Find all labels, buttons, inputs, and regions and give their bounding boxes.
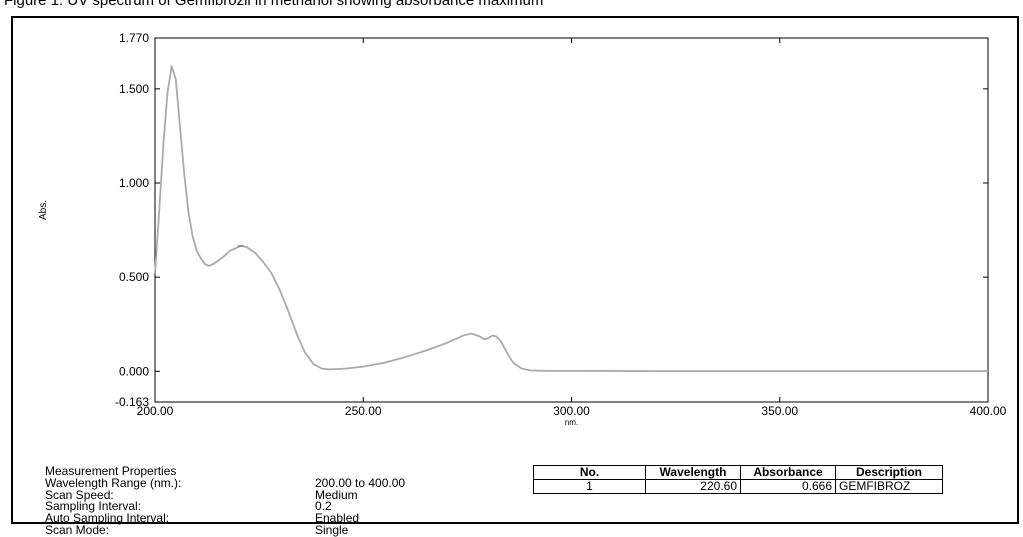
x-tick-label: 300.00 [553,404,590,418]
y-tick-label: 1.000 [119,176,149,190]
properties-title: Measurement Properties [45,464,177,478]
caption-fragment: Figure 1: UV spectrum of Gemfibrozil in … [0,0,1023,14]
spectrum-line [154,65,988,373]
cell-absorbance: 0.666 [740,479,836,494]
property-label: Auto Sampling Interval: [45,511,170,526]
plot-area-border [154,37,989,403]
x-tick-label: 400.00 [970,404,1007,418]
property-label: Sampling Interval: [45,499,142,514]
caption-text: Figure 1: UV spectrum of Gemfibrozil in … [4,0,544,9]
cell-no: 1 [533,479,646,494]
y-tick-label: 0.000 [119,364,149,378]
y-tick-label: -0.163 [115,395,149,409]
property-label: Scan Speed: [45,487,114,502]
property-value: Medium [315,487,358,502]
y-tick-label: 1.500 [119,82,149,96]
x-axis-label: nm. [565,418,578,427]
peak-table: No. Wavelength Absorbance Description 1 … [533,465,943,494]
header-no: No. [533,465,646,480]
cell-wavelength: 220.60 [645,479,741,494]
property-value: 0.2 [315,499,332,514]
property-value: 200.00 to 400.00 [315,475,406,490]
y-tick-label: 1.770 [119,31,149,45]
spectrum-chart: 200.00 250.00 300.00 350.00 400.00 1.770 1.500… [38,31,1007,427]
x-tick-label: 250.00 [345,404,382,418]
cell-description: GEMFIBROZ [835,479,943,494]
header-absorbance: Absorbance [740,465,836,480]
property-label: Wavelength Range (nm.): [45,475,182,490]
header-description: Description [835,465,943,480]
header-wavelength: Wavelength [645,465,741,480]
y-tick-label: 0.500 [119,270,149,284]
report-frame: 200.00 250.00 300.00 350.00 400.00 1.770 1.500… [11,16,1019,536]
x-tick-label: 200.00 [137,404,174,418]
y-axis-label: Abs. [38,200,49,220]
table-row: 1 220.60 0.666 GEMFIBROZ [533,479,943,494]
x-tick-label: 350.00 [761,404,798,418]
property-value: Enabled [315,511,360,526]
peak-table-header: No. Wavelength Absorbance Description [533,465,943,480]
